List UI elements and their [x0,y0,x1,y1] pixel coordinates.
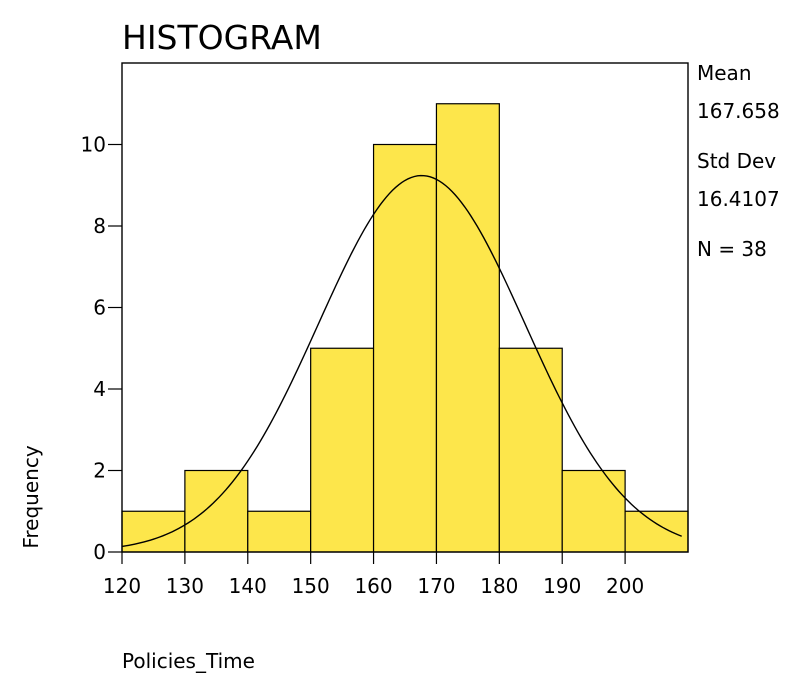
y-axis: 0 2 4 6 8 10 [81,133,122,564]
x-tick-label: 190 [543,574,581,598]
x-tick-label: 150 [292,574,330,598]
y-tick-label: 0 [93,540,106,564]
stats-panel: Mean 167.658 Std Dev 16.4107 N = 38 [697,61,780,261]
stat-mean-value: 167.658 [697,99,780,123]
y-tick-label: 2 [93,459,106,483]
histogram-bar-1 [184,469,249,553]
x-tick-label: 180 [480,574,518,598]
histogram-bar-4 [372,143,438,553]
y-tick-label: 8 [93,214,106,238]
stat-stddev-label: Std Dev [697,149,776,173]
stat-n-label: N = 38 [697,237,767,261]
histogram-bar-0 [121,510,186,553]
histogram-bar-3 [310,347,375,553]
x-tick-label: 130 [166,574,204,598]
stat-mean-label: Mean [697,61,752,85]
x-tick-label: 160 [354,574,392,598]
bars-group [121,103,689,553]
histogram-bar-5 [435,103,500,553]
x-tick-label: 200 [606,574,644,598]
y-tick-label: 10 [81,133,106,157]
histogram-bar-2 [247,510,312,553]
x-tick-label: 120 [103,574,141,598]
histogram-bar-8 [624,510,689,553]
normal-curve [121,174,682,548]
histogram-bar-7 [561,469,626,553]
y-axis-label: Frequency [19,445,43,548]
histogram-bar-6 [498,347,563,553]
x-axis: 120 130 140 150 160 170 180 190 200 [103,552,644,598]
chart-title: HISTOGRAM [122,18,322,57]
y-tick-label: 6 [93,296,106,320]
y-tick-label: 4 [93,377,106,401]
x-axis-label: Policies_Time [122,649,255,673]
x-tick-label: 170 [417,574,455,598]
stat-stddev-value: 16.4107 [697,187,780,211]
x-tick-label: 140 [229,574,267,598]
